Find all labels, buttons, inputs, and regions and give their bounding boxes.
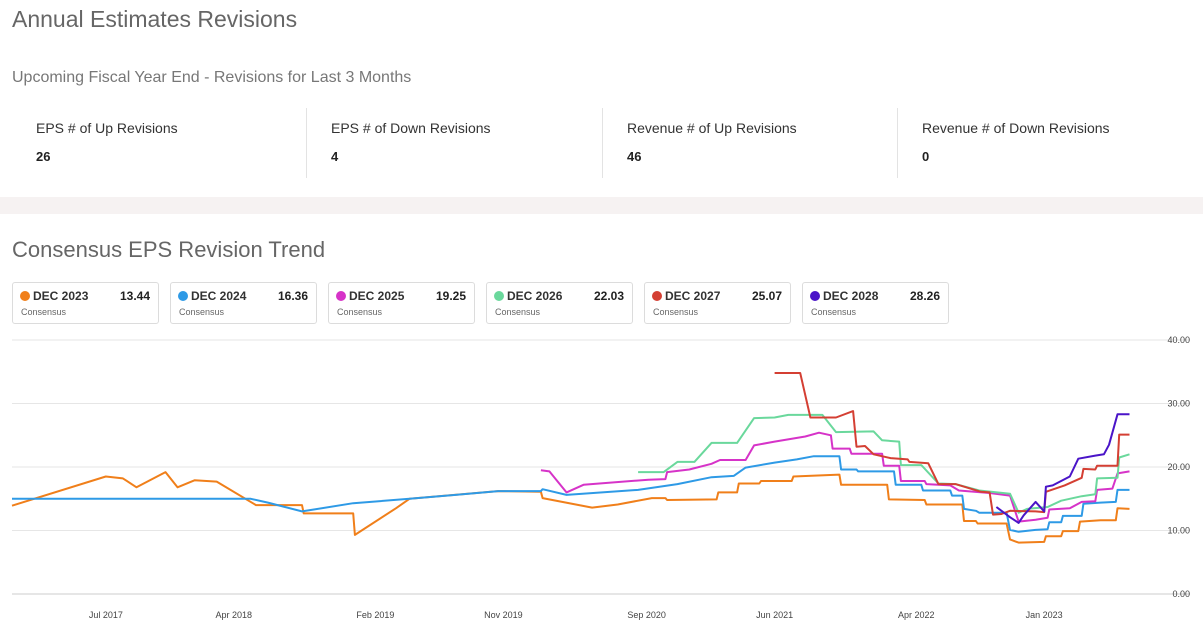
page-subtitle: Upcoming Fiscal Year End - Revisions for… — [12, 69, 412, 86]
series-line-dec-2026[interactable] — [638, 413, 1130, 514]
x-tick-label: Sep 2020 — [627, 610, 666, 620]
x-tick-label: Jan 2023 — [1026, 610, 1063, 620]
legend-value: 25.07 — [751, 289, 782, 303]
legend-item-dec-2024[interactable]: DEC 2024 16.36 Consensus — [170, 282, 317, 324]
x-tick-label: Apr 2022 — [898, 610, 935, 620]
legend-item-dec-2023[interactable]: DEC 2023 13.44 Consensus — [12, 282, 159, 324]
revisions-stats: EPS # of Up Revisions 26 EPS # of Down R… — [12, 108, 1202, 178]
legend-sub: Consensus — [811, 307, 857, 317]
chart-gridlines — [12, 339, 1190, 595]
stat-value: 0 — [922, 149, 930, 164]
x-axis: Jul 2017 Apr 2018 Feb 2019 Nov 2019 Sep 2020… — [89, 610, 1063, 620]
series-line-dec-2028[interactable] — [995, 413, 1130, 524]
series-line-dec-2024[interactable] — [12, 455, 1130, 533]
x-tick-label: Apr 2018 — [216, 610, 253, 620]
stat-revenue-down: Revenue # of Down Revisions 0 — [897, 108, 1198, 178]
legend-item-dec-2026[interactable]: DEC 2026 22.03 Consensus — [486, 282, 633, 324]
series-dot-icon — [810, 291, 820, 301]
legend-item-dec-2027[interactable]: DEC 2027 25.07 Consensus — [644, 282, 791, 324]
legend-sub: Consensus — [337, 307, 383, 317]
section-divider — [0, 197, 1203, 214]
legend-item-dec-2028[interactable]: DEC 2028 28.26 Consensus — [802, 282, 949, 324]
legend-value: 22.03 — [593, 289, 624, 303]
series-dot-icon — [178, 291, 188, 301]
x-tick-label: Jun 2021 — [756, 610, 793, 620]
legend-value: 13.44 — [119, 289, 150, 303]
legend-name: DEC 2027 — [665, 289, 721, 303]
x-tick-label: Nov 2019 — [484, 610, 523, 620]
series-dot-icon — [336, 291, 346, 301]
y-tick-label: 40.00 — [1167, 335, 1190, 345]
legend-name: DEC 2025 — [349, 289, 405, 303]
series-dot-icon — [20, 291, 30, 301]
legend-name: DEC 2024 — [191, 289, 247, 303]
y-tick-label: 20.00 — [1167, 462, 1190, 472]
stat-label: EPS # of Up Revisions — [36, 120, 178, 136]
chart-series — [11, 372, 1130, 544]
series-line-dec-2025[interactable] — [540, 431, 1130, 523]
x-tick-label: Jul 2017 — [89, 610, 123, 620]
stat-eps-down: EPS # of Down Revisions 4 — [306, 108, 602, 178]
legend-sub: Consensus — [21, 307, 67, 317]
stat-label: EPS # of Down Revisions — [331, 120, 491, 136]
stat-value: 26 — [36, 149, 51, 164]
series-dot-icon — [652, 291, 662, 301]
legend-value: 19.25 — [435, 289, 466, 303]
legend-name: DEC 2026 — [507, 289, 563, 303]
y-tick-label: 0.00 — [1172, 589, 1190, 599]
chart-title: Consensus EPS Revision Trend — [12, 237, 326, 262]
series-line-dec-2023[interactable] — [11, 471, 1130, 544]
legend-value: 16.36 — [277, 289, 308, 303]
x-tick-label: Feb 2019 — [356, 610, 394, 620]
legend-item-dec-2025[interactable]: DEC 2025 19.25 Consensus — [328, 282, 475, 324]
stat-eps-up: EPS # of Up Revisions 26 — [12, 108, 306, 178]
y-tick-label: 30.00 — [1167, 399, 1190, 409]
legend-sub: Consensus — [653, 307, 699, 317]
series-dot-icon — [494, 291, 504, 301]
legend-sub: Consensus — [495, 307, 541, 317]
series-line-dec-2027[interactable] — [774, 372, 1130, 516]
stat-label: Revenue # of Up Revisions — [627, 120, 797, 136]
y-tick-label: 10.00 — [1167, 526, 1190, 536]
eps-revision-line-chart: 0.00 10.00 20.00 30.00 40.00 Jul 2017 Apr 201… — [11, 335, 1190, 620]
stat-label: Revenue # of Down Revisions — [922, 120, 1110, 136]
legend-value: 28.26 — [909, 289, 940, 303]
legend-name: DEC 2023 — [33, 289, 89, 303]
stat-value: 46 — [627, 149, 642, 164]
stat-value: 4 — [331, 149, 339, 164]
y-axis: 0.00 10.00 20.00 30.00 40.00 — [1167, 335, 1190, 599]
legend-name: DEC 2028 — [823, 289, 879, 303]
stat-revenue-up: Revenue # of Up Revisions 46 — [602, 108, 898, 178]
page-title: Annual Estimates Revisions — [12, 6, 298, 32]
legend-sub: Consensus — [179, 307, 225, 317]
